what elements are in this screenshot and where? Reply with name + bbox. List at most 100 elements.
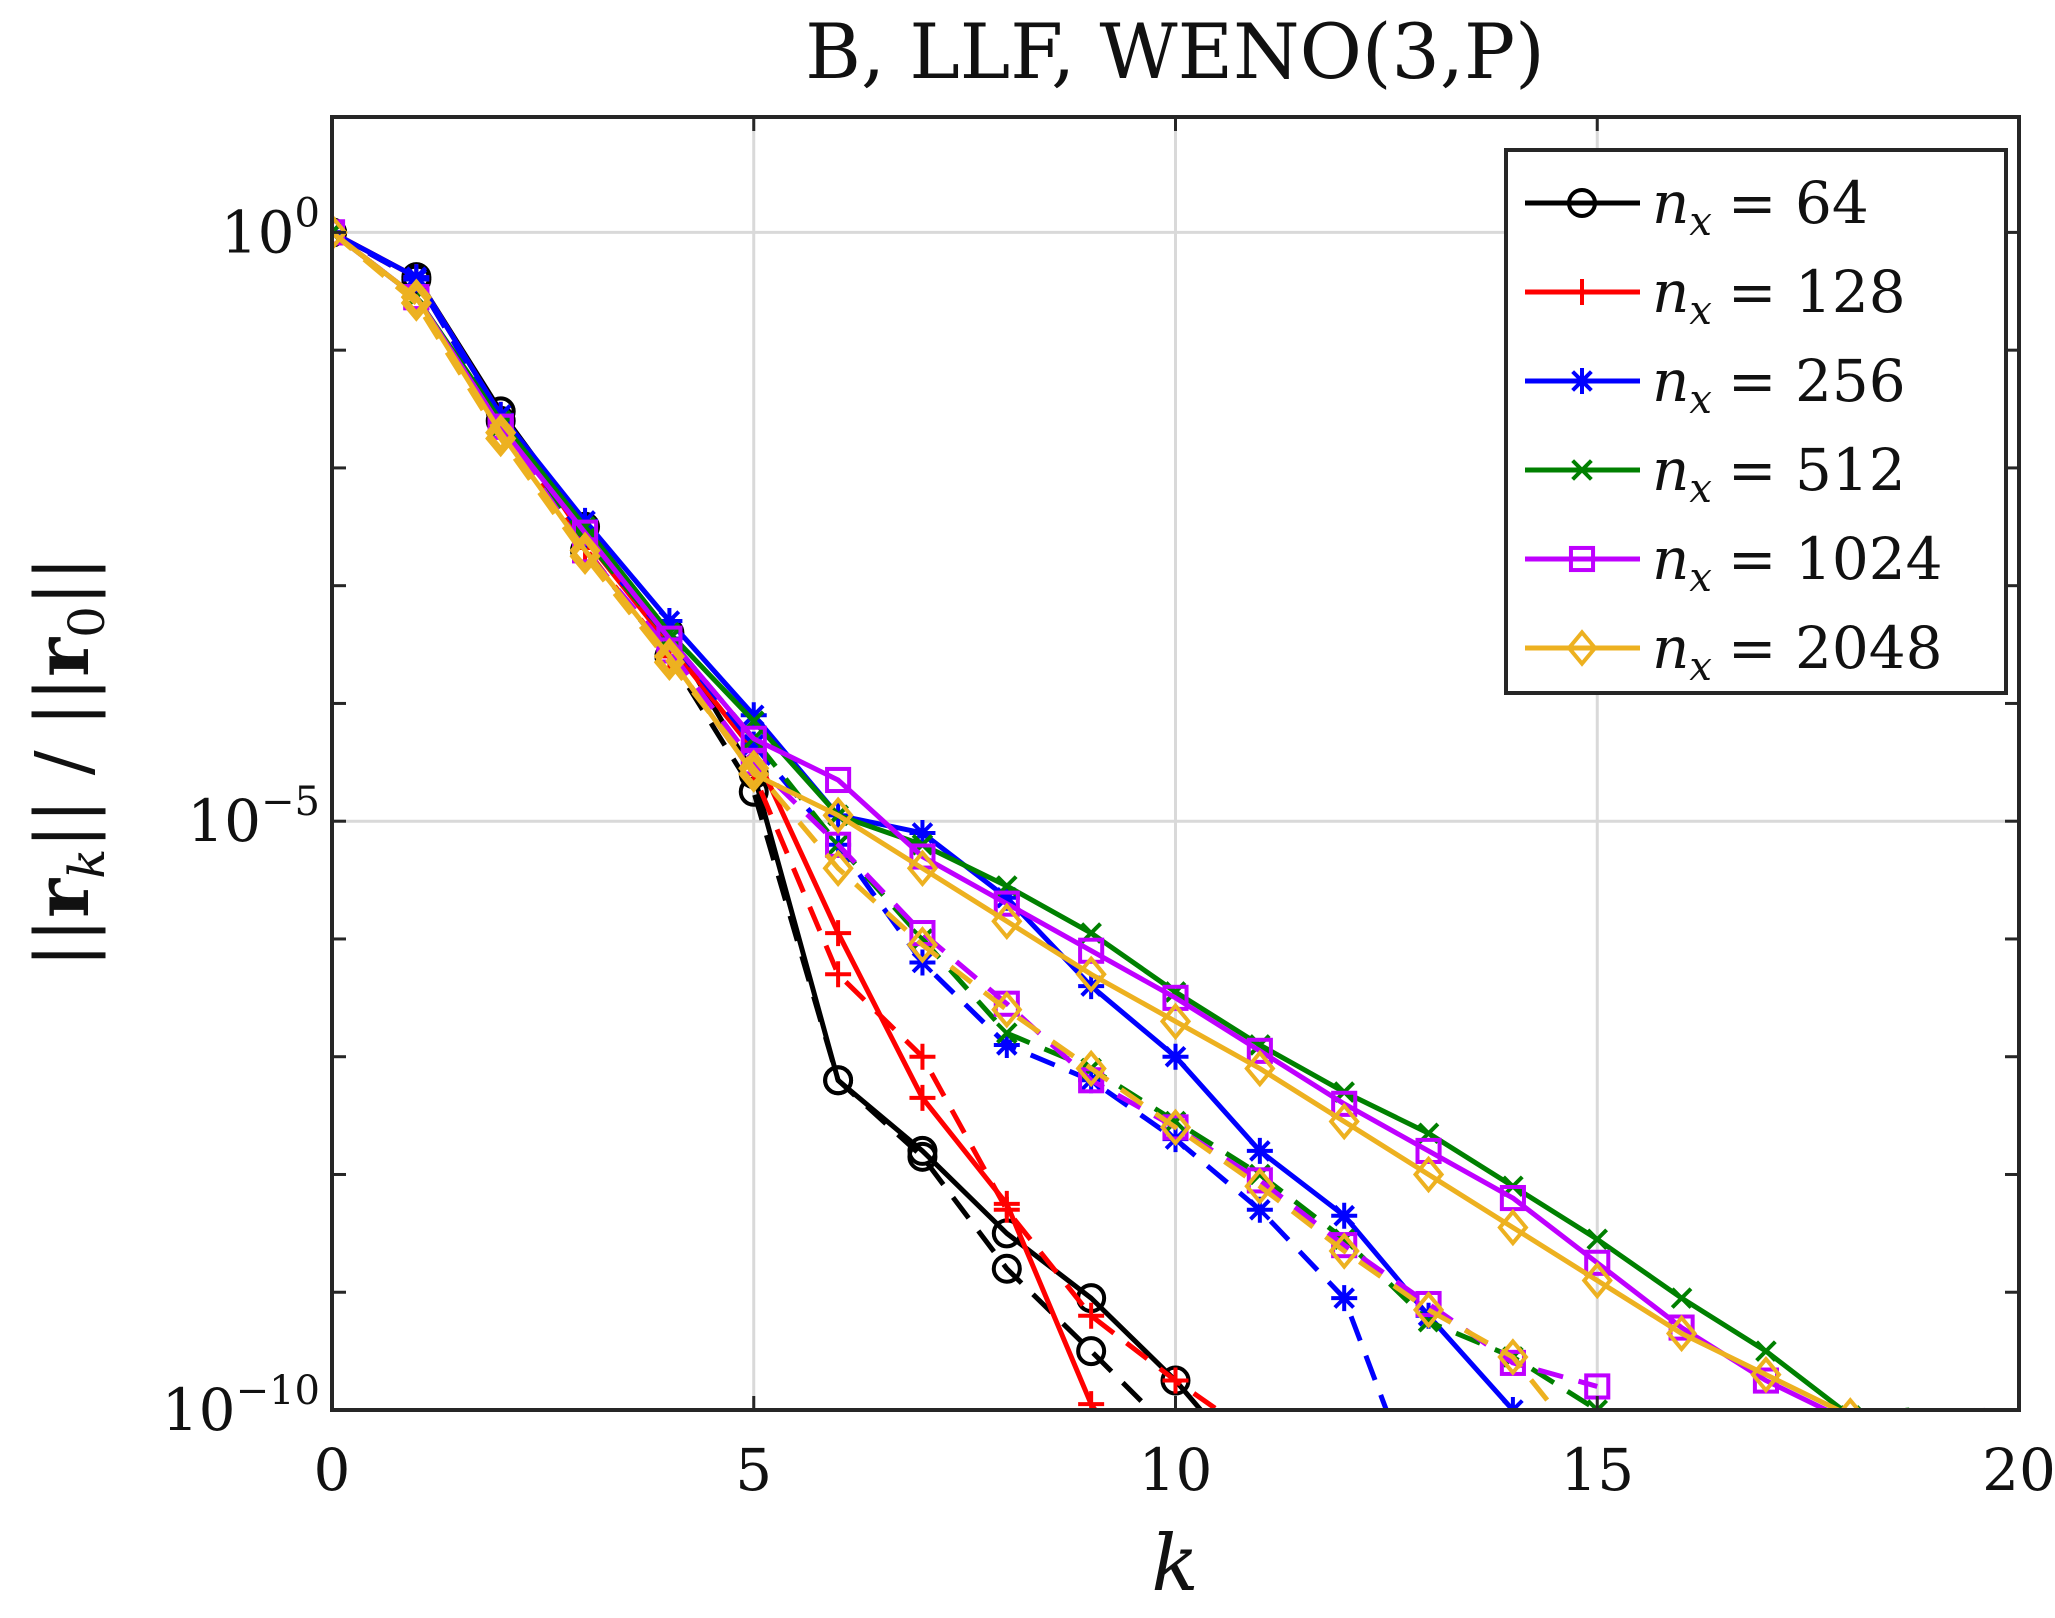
asterisk-marker	[656, 608, 683, 635]
diamond-marker	[485, 413, 517, 452]
asterisk-marker	[1331, 1285, 1358, 1312]
plus-marker	[909, 1084, 936, 1111]
svg-text:||rk|| / ||r0||: ||rk|| / ||r0||	[20, 556, 116, 968]
diamond-marker	[906, 849, 939, 888]
legend-item: nx = 2048	[1525, 614, 1943, 690]
legend-item: nx = 1024	[1525, 525, 1943, 601]
square-marker	[1331, 1090, 1358, 1117]
diamond-marker	[1412, 1155, 1445, 1194]
asterisk-marker	[403, 264, 430, 291]
series-diamond-solid	[332, 213, 1944, 1410]
svg-text:10−10: 10−10	[162, 1368, 320, 1444]
diamond-marker	[1244, 1049, 1276, 1088]
plus-marker	[1569, 279, 1595, 305]
chart-title: B, LLF, WENO(3,P)	[805, 7, 1545, 96]
asterisk-marker	[1162, 1043, 1189, 1070]
svg-text:10−5: 10−5	[187, 779, 320, 855]
diamond-marker	[1665, 1314, 1698, 1353]
x-marker	[1755, 1340, 1777, 1362]
x-marker	[1586, 1228, 1609, 1251]
asterisk-marker	[993, 884, 1020, 911]
diamond-marker	[1159, 1002, 1192, 1041]
x-marker	[1670, 1287, 1693, 1309]
asterisk-marker	[1078, 973, 1105, 1000]
diamond-marker	[569, 531, 601, 570]
plus-marker	[1162, 1367, 1189, 1394]
square-marker	[1246, 1037, 1273, 1064]
axis-ticks	[330, 117, 2021, 1412]
diamond-marker	[1328, 1232, 1360, 1270]
square-marker	[825, 766, 852, 794]
diamond-marker	[822, 796, 854, 835]
series-line	[332, 230, 1152, 1410]
square-marker	[1584, 1249, 1611, 1276]
svg-text:100: 100	[221, 190, 320, 266]
legend-item: nx = 512	[1525, 436, 1906, 512]
diamond-marker	[738, 755, 770, 793]
legend-label: nx = 512	[1652, 436, 1906, 512]
series-layer	[332, 213, 1986, 1410]
series-line	[332, 230, 1389, 1410]
circle-marker	[907, 1135, 938, 1166]
diamond-marker	[1075, 1049, 1107, 1088]
y-tick-label: 10−10	[162, 1368, 320, 1444]
square-marker	[1568, 545, 1596, 573]
diamond-marker	[332, 213, 348, 252]
x-marker	[1571, 459, 1593, 481]
legend-label: nx = 128	[1652, 258, 1906, 334]
x-tick-label: 15	[1560, 1436, 1634, 1504]
asterisk-marker	[1569, 368, 1595, 394]
plus-marker	[993, 1190, 1020, 1217]
x-marker	[1586, 1399, 1609, 1410]
legend-label: nx = 256	[1652, 347, 1906, 423]
legend: nx = 64 nx = 128 nx = 256 nx = 512 nx = 1024 nx = 2…	[1504, 148, 2008, 695]
square-marker	[993, 890, 1020, 917]
series-line	[332, 230, 1944, 1410]
diamond-marker	[400, 278, 432, 316]
legend-box	[1504, 148, 2008, 695]
legend-item: nx = 128	[1525, 258, 1906, 334]
diamond-marker	[1566, 629, 1598, 667]
plus-marker	[1078, 1391, 1105, 1410]
plus-marker	[825, 961, 852, 988]
y-tick-label: 10−5	[187, 779, 320, 855]
x-axis-label: k	[1151, 1519, 1198, 1609]
asterisk-marker	[740, 702, 767, 729]
diamond-marker	[400, 284, 432, 322]
y-axis-label: ||rk|| / ||r0||	[20, 556, 116, 968]
diamond-marker	[822, 849, 854, 888]
series-line	[332, 230, 1599, 1410]
x-marker	[996, 1022, 1018, 1044]
diamond-marker	[1328, 1102, 1360, 1141]
circle-marker	[1076, 1336, 1107, 1367]
asterisk-marker	[1331, 1202, 1358, 1229]
asterisk-marker	[993, 1031, 1020, 1058]
x-tick-label: 10	[1139, 1436, 1213, 1504]
plus-marker	[1078, 1302, 1105, 1329]
diamond-marker	[653, 637, 686, 676]
series-line	[332, 230, 1910, 1410]
legend-item: nx = 256	[1525, 347, 1906, 423]
diamond-marker	[1750, 1355, 1782, 1394]
diamond-marker	[1412, 1291, 1445, 1329]
legend-label: nx = 2048	[1652, 614, 1943, 690]
diamond-marker	[1581, 1261, 1613, 1300]
legend-label: nx = 64	[1652, 169, 1869, 245]
diamond-marker	[569, 537, 601, 575]
plus-marker	[825, 920, 852, 947]
diamond-marker	[906, 926, 939, 964]
diamond-marker	[991, 990, 1023, 1029]
diamond-marker	[991, 902, 1023, 941]
x-tick-labels: 0 5 10 15 20	[314, 1436, 2055, 1504]
legend-item: nx = 64	[1525, 169, 1869, 245]
x-tick-label: 5	[735, 1436, 772, 1504]
diamond-marker	[653, 643, 686, 681]
circle-marker	[991, 1253, 1022, 1284]
diamond-marker	[1159, 1108, 1192, 1147]
asterisk-marker	[909, 819, 936, 846]
series-line	[332, 230, 1558, 1410]
plus-marker	[909, 1043, 936, 1070]
x-tick-label: 20	[1982, 1436, 2055, 1504]
diamond-marker	[1497, 1208, 1529, 1247]
